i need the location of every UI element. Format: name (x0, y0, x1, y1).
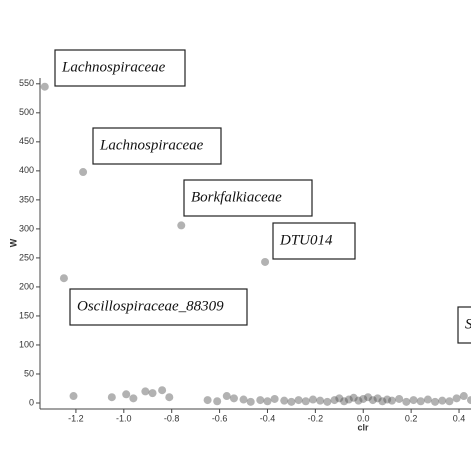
point (270, 394, 279, 403)
point (395, 394, 404, 403)
point (69, 392, 78, 401)
x-tick-label: -1.2 (68, 413, 84, 423)
y-tick-label: 200 (19, 281, 34, 291)
point (402, 397, 411, 406)
annotation-box (457, 306, 471, 344)
point (373, 394, 382, 403)
y-axis-label: W (8, 238, 18, 247)
point (354, 396, 363, 405)
point (256, 396, 265, 405)
point (141, 387, 150, 396)
point (263, 397, 272, 406)
point (177, 221, 186, 230)
point (316, 396, 325, 405)
point (59, 274, 68, 283)
point (158, 386, 167, 395)
annotation: Borkfalkiaceae (191, 189, 282, 205)
y-tick-label: 0 (29, 397, 34, 407)
point (387, 396, 396, 405)
y-tick-label: 50 (24, 368, 34, 378)
annotation: Lachnospiraceae (61, 59, 166, 75)
y-tick-label: 500 (19, 107, 34, 117)
point (330, 396, 339, 405)
x-tick-label: -0.4 (260, 413, 276, 423)
x-tick-label: -0.8 (164, 413, 180, 423)
point (261, 257, 270, 266)
annotation-box (92, 127, 222, 165)
point (452, 394, 461, 403)
point (148, 389, 157, 398)
point (340, 397, 349, 406)
point (213, 397, 222, 406)
point (445, 397, 454, 406)
point (222, 392, 231, 401)
point (349, 393, 358, 402)
x-tick-label: 0.4 (453, 413, 466, 423)
point (40, 82, 49, 91)
point (364, 393, 373, 402)
point (323, 397, 332, 406)
point (378, 397, 387, 406)
point (359, 394, 368, 403)
point (165, 393, 174, 402)
point (129, 394, 138, 403)
y-tick-label: 250 (19, 252, 34, 262)
x-tick-label: 0.2 (405, 413, 418, 423)
point (423, 395, 432, 404)
annotation: S (465, 316, 471, 332)
y-tick-label: 300 (19, 223, 34, 233)
point (239, 395, 248, 404)
point (294, 396, 303, 405)
point (229, 394, 238, 403)
x-tick-label: -0.6 (212, 413, 228, 423)
annotation: Lachnospiraceae (99, 137, 204, 153)
point (459, 392, 468, 401)
annotation: DTU014 (279, 232, 333, 248)
annotation-box (69, 288, 248, 326)
point (409, 396, 418, 405)
point (79, 168, 88, 177)
point (368, 396, 377, 405)
y-tick-label: 450 (19, 136, 34, 146)
x-axis-label: clr (357, 422, 369, 432)
point (203, 396, 212, 405)
point (416, 397, 425, 406)
point (467, 396, 471, 405)
annotation: Oscillospiraceae_88309 (77, 298, 224, 314)
x-tick-label: -1.0 (116, 413, 132, 423)
point (301, 397, 310, 406)
point (308, 395, 317, 404)
point (122, 390, 131, 399)
point (287, 397, 296, 406)
point (431, 397, 440, 406)
y-tick-label: 350 (19, 194, 34, 204)
x-tick-label: -0.2 (308, 413, 324, 423)
point (280, 396, 289, 405)
y-tick-label: 100 (19, 339, 34, 349)
annotation-box (54, 49, 186, 87)
point (335, 394, 344, 403)
point (344, 395, 353, 404)
annotation-box (272, 222, 356, 260)
y-tick-label: 150 (19, 310, 34, 320)
y-tick-label: 400 (19, 165, 34, 175)
point (107, 393, 116, 402)
point (246, 397, 255, 406)
annotation-box (183, 179, 313, 217)
y-tick-label: 550 (19, 78, 34, 88)
point (438, 396, 447, 405)
point (383, 395, 392, 404)
x-tick-label: 0.0 (357, 413, 370, 423)
